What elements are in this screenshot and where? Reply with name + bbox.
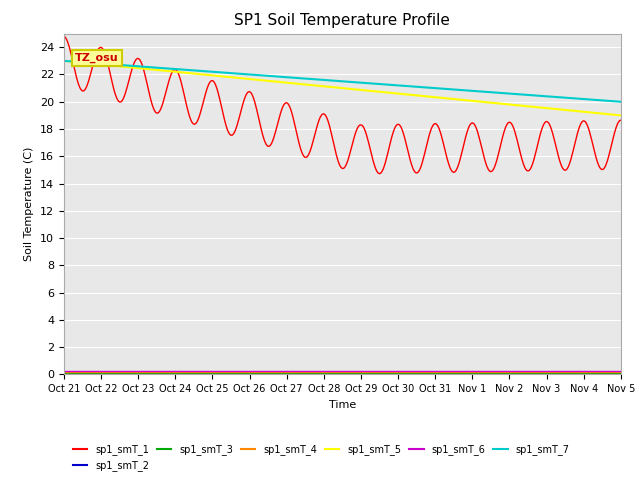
sp1_smT_4	[392, 370, 399, 375]
sp1_smT_1	[617, 117, 625, 123]
sp1_smT_7	[362, 80, 369, 86]
Line: sp1_smT_1: sp1_smT_1	[64, 36, 621, 174]
sp1_smT_5	[324, 84, 332, 90]
sp1_smT_7	[516, 92, 524, 97]
sp1_smT_7	[604, 98, 611, 104]
sp1_smT_4	[324, 370, 332, 375]
sp1_smT_7	[60, 58, 68, 64]
sp1_smT_3	[328, 370, 335, 376]
sp1_smT_1	[605, 154, 612, 160]
sp1_smT_6	[392, 368, 399, 374]
sp1_smT_2	[324, 369, 332, 374]
Text: TZ_osu: TZ_osu	[75, 53, 119, 63]
sp1_smT_2	[392, 369, 399, 374]
sp1_smT_7	[617, 99, 625, 105]
sp1_smT_1	[362, 128, 369, 134]
sp1_smT_6	[516, 368, 524, 374]
sp1_smT_6	[362, 368, 369, 374]
sp1_smT_1	[518, 155, 525, 160]
sp1_smT_5	[328, 84, 335, 90]
sp1_smT_4	[362, 370, 369, 375]
sp1_smT_2	[328, 369, 335, 374]
sp1_smT_4	[516, 370, 524, 375]
Line: sp1_smT_5: sp1_smT_5	[64, 61, 621, 115]
sp1_smT_1	[393, 122, 401, 128]
sp1_smT_7	[392, 83, 399, 88]
sp1_smT_5	[516, 103, 524, 108]
sp1_smT_1	[60, 34, 68, 39]
sp1_smT_4	[617, 370, 625, 375]
sp1_smT_3	[604, 370, 611, 376]
sp1_smT_1	[328, 132, 335, 138]
Legend: sp1_smT_1, sp1_smT_2, sp1_smT_3, sp1_smT_4, sp1_smT_5, sp1_smT_6, sp1_smT_7: sp1_smT_1, sp1_smT_2, sp1_smT_3, sp1_smT…	[69, 441, 573, 475]
sp1_smT_1	[324, 120, 332, 125]
sp1_smT_5	[604, 111, 611, 117]
sp1_smT_7	[328, 78, 335, 84]
sp1_smT_5	[392, 90, 399, 96]
sp1_smT_2	[516, 369, 524, 374]
sp1_smT_5	[60, 58, 68, 64]
sp1_smT_4	[328, 370, 335, 375]
sp1_smT_2	[362, 369, 369, 374]
sp1_smT_6	[604, 368, 611, 374]
sp1_smT_2	[60, 369, 68, 374]
sp1_smT_3	[617, 370, 625, 376]
sp1_smT_1	[376, 171, 383, 177]
sp1_smT_7	[324, 77, 332, 83]
Y-axis label: Soil Temperature (C): Soil Temperature (C)	[24, 147, 35, 261]
sp1_smT_3	[362, 370, 369, 376]
sp1_smT_5	[617, 112, 625, 118]
sp1_smT_3	[392, 370, 399, 376]
sp1_smT_6	[60, 368, 68, 374]
Title: SP1 Soil Temperature Profile: SP1 Soil Temperature Profile	[234, 13, 451, 28]
sp1_smT_4	[604, 370, 611, 375]
sp1_smT_6	[324, 368, 332, 374]
sp1_smT_3	[324, 370, 332, 376]
sp1_smT_4	[60, 370, 68, 375]
sp1_smT_2	[617, 369, 625, 374]
sp1_smT_6	[328, 368, 335, 374]
sp1_smT_3	[60, 370, 68, 376]
X-axis label: Time: Time	[329, 400, 356, 409]
sp1_smT_6	[617, 368, 625, 374]
sp1_smT_5	[362, 87, 369, 93]
sp1_smT_2	[604, 369, 611, 374]
Line: sp1_smT_7: sp1_smT_7	[64, 61, 621, 102]
sp1_smT_3	[516, 370, 524, 376]
